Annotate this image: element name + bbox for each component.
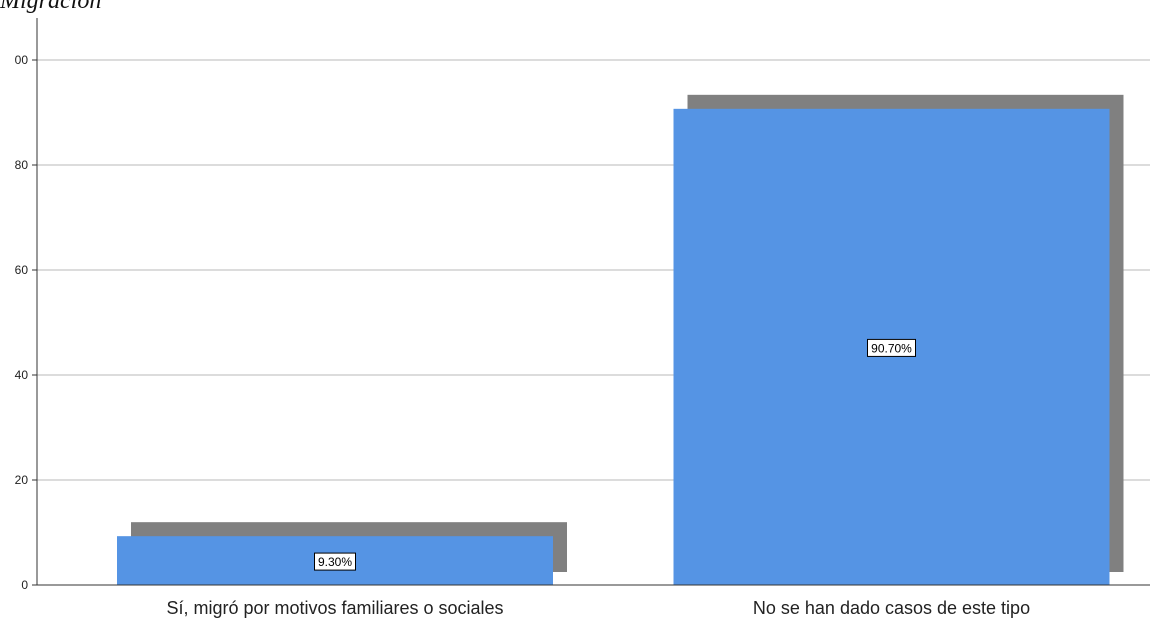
- data-label-box: [867, 338, 916, 357]
- y-tick-label: 0: [21, 578, 28, 592]
- y-tick-label: 20: [15, 473, 29, 487]
- axes: [32, 18, 1150, 586]
- y-tick-label: 40: [15, 368, 29, 382]
- x-category-label: No se han dado casos de este tipo: [753, 598, 1030, 618]
- y-tick-label: 80: [15, 158, 29, 172]
- data-label: 90.70%: [871, 341, 912, 355]
- y-tick-label: 00: [15, 53, 29, 67]
- labels: 0 20 40 60 80 00 9.30% Sí, migró por motivos fa…: [15, 53, 1030, 618]
- chart-title: Migración: [0, 0, 102, 14]
- data-label-box: [314, 552, 356, 571]
- y-tick-label: 60: [15, 263, 29, 277]
- bars: [117, 94, 1124, 585]
- x-category-label: Sí, migró por motivos familiares o socia…: [166, 598, 503, 618]
- data-label: 9.30%: [318, 555, 352, 569]
